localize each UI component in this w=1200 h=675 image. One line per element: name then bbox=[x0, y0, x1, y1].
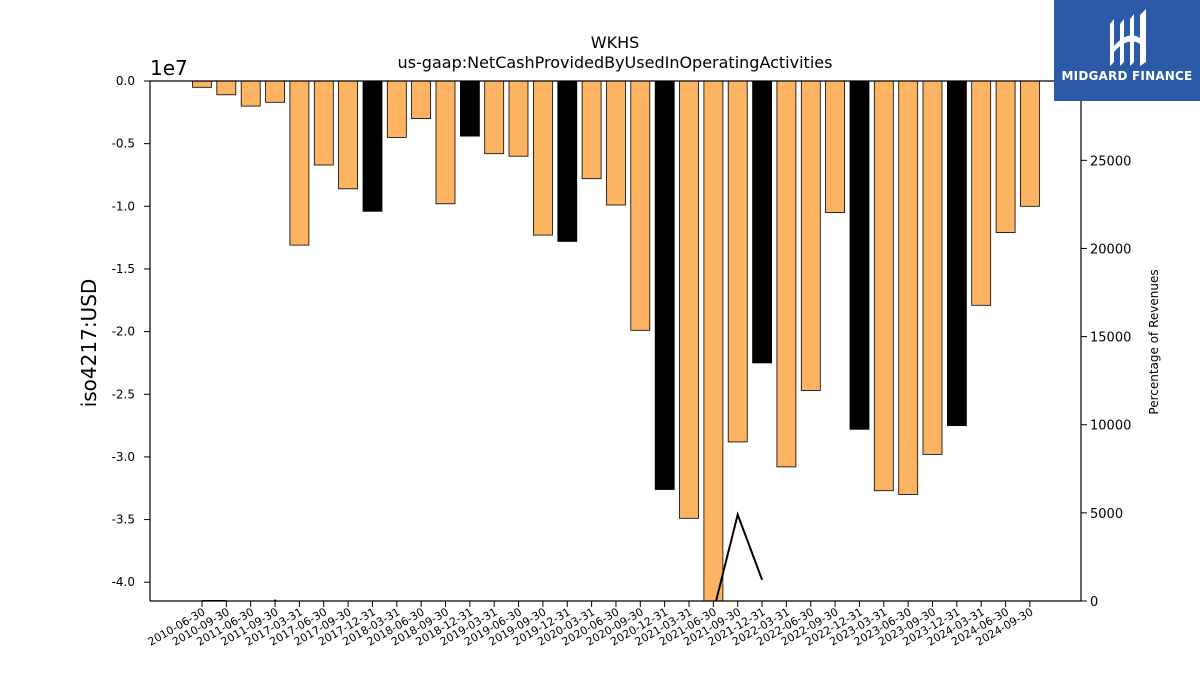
y-offset-label: 1e7 bbox=[150, 56, 188, 80]
chart-subtitle: us-gaap:NetCashProvidedByUsedInOperating… bbox=[398, 53, 833, 72]
line-segment bbox=[715, 511, 764, 601]
bar bbox=[922, 81, 943, 455]
bar bbox=[630, 81, 651, 331]
brand-name: MIDGARD FINANCE bbox=[1061, 69, 1193, 83]
y2-axis-label: Percentage of Revenues bbox=[1147, 269, 1161, 414]
bar bbox=[947, 81, 967, 427]
bar bbox=[825, 81, 845, 214]
bar bbox=[873, 81, 894, 492]
bar bbox=[557, 81, 578, 242]
bar bbox=[971, 81, 992, 306]
y-tick-label: -1.0 bbox=[112, 199, 135, 213]
chart-title: WKHS bbox=[591, 33, 640, 52]
y-tick-label: -0.5 bbox=[112, 137, 135, 151]
bar bbox=[752, 81, 772, 364]
y-tick-label: -3.0 bbox=[112, 450, 135, 464]
bar bbox=[484, 81, 505, 155]
y-tick-label: 0.0 bbox=[116, 74, 135, 88]
bar bbox=[435, 81, 456, 205]
bar bbox=[654, 81, 675, 490]
bar bbox=[289, 81, 310, 246]
y2-tick-label: 10000 bbox=[1090, 419, 1131, 434]
bar bbox=[703, 81, 724, 601]
midgard-logo-icon bbox=[1110, 9, 1146, 66]
bar bbox=[727, 81, 748, 443]
y2-tick-label: 5000 bbox=[1090, 507, 1123, 522]
bar bbox=[362, 81, 383, 212]
y2-tick-label: 25000 bbox=[1090, 154, 1131, 169]
bar bbox=[265, 81, 286, 103]
bar bbox=[192, 81, 212, 88]
y2-tick-label: 15000 bbox=[1090, 331, 1131, 346]
y-tick-label: -3.5 bbox=[112, 513, 135, 527]
bar bbox=[240, 81, 261, 107]
line-layer bbox=[202, 511, 764, 601]
bar bbox=[216, 81, 237, 96]
bar bbox=[849, 81, 870, 430]
bar bbox=[1020, 81, 1040, 207]
bar bbox=[679, 81, 699, 519]
axes-layer: 0.0 -0.5 -1.0 -1.5 -2.0 -2.5 -3.0 -3.5 -4.0 0 5000… bbox=[112, 74, 1132, 649]
bar bbox=[313, 81, 334, 166]
bar bbox=[606, 81, 626, 206]
y2-tick-label: 20000 bbox=[1090, 242, 1131, 257]
bar bbox=[338, 81, 359, 190]
bar bbox=[776, 81, 797, 468]
bar bbox=[386, 81, 407, 138]
y-axis-label: iso4217:USD bbox=[77, 279, 101, 408]
y-tick-label: -2.0 bbox=[112, 325, 135, 339]
y-tick-label: -4.0 bbox=[112, 575, 135, 589]
bars-layer bbox=[192, 81, 1040, 601]
y-tick-label: -1.5 bbox=[112, 262, 135, 276]
bar bbox=[898, 81, 919, 495]
bar bbox=[581, 81, 602, 180]
bar bbox=[533, 81, 553, 236]
bar bbox=[995, 81, 1016, 234]
brand-logo: MIDGARD FINANCE bbox=[1054, 0, 1200, 101]
bar bbox=[459, 81, 480, 137]
y-tick-label: -2.5 bbox=[112, 387, 135, 401]
bar bbox=[411, 81, 432, 119]
y2-tick-label: 0 bbox=[1090, 595, 1098, 610]
bar bbox=[508, 81, 529, 157]
bar bbox=[800, 81, 821, 391]
